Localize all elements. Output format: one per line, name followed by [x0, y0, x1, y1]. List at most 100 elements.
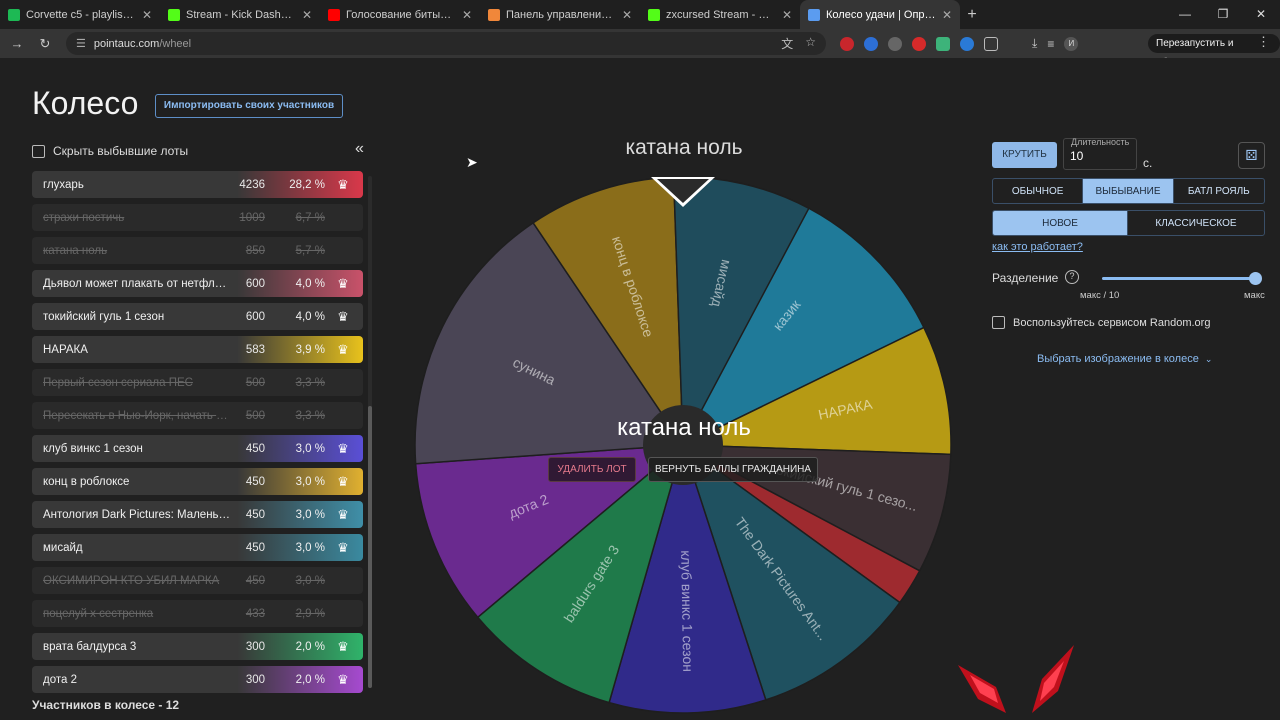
winner-title: катана ноль	[625, 136, 743, 159]
trophy-icon[interactable]: ♛	[337, 308, 349, 324]
trophy-icon[interactable]: ♛	[337, 440, 349, 456]
tab-option[interactable]: БАТЛ РОЯЛЬ	[1187, 185, 1250, 197]
translate-icon[interactable]: 文	[781, 37, 794, 51]
lot-name: токийский гуль 1 сезон	[43, 310, 165, 323]
lot-name: Пересекать в Нью-Йорк, начать биз...	[43, 409, 232, 422]
close-window-icon[interactable]: ✕	[1255, 7, 1267, 21]
profile-avatar[interactable]: И	[1064, 36, 1079, 51]
lot-row[interactable]: НАРАКА 583 3,9 % ♛	[32, 336, 363, 363]
lot-row[interactable]: врата балдурса 3 300 2,0 % ♛	[32, 633, 363, 660]
trophy-icon[interactable]: ♛	[337, 506, 349, 522]
lot-row[interactable]: дота 2 300 2,0 % ♛	[32, 666, 363, 693]
puzzle-extensions-icon[interactable]	[984, 36, 998, 51]
import-participants-button[interactable]: Импортировать своих участников	[155, 94, 343, 118]
collapse-icon[interactable]: «	[355, 140, 364, 157]
trophy-icon[interactable]: ♛	[337, 275, 349, 291]
hide-won-toggle[interactable]: Скрыть выбывшие лоты	[32, 144, 188, 158]
pick-image-dropdown[interactable]: Выбрать изображение в колесе ⌄	[1037, 353, 1212, 365]
dice-icon[interactable]: ⚄	[1238, 142, 1265, 169]
extension-icon[interactable]	[864, 36, 878, 51]
lot-row[interactable]: страхи постичь 1009 6,7 %	[32, 204, 363, 231]
extension-icon[interactable]	[960, 36, 974, 51]
lot-name: Первый сезон сериала ПЕС	[43, 376, 193, 389]
extension-icon[interactable]	[888, 36, 902, 51]
lot-name: дота 2	[43, 673, 77, 686]
site-info-icon[interactable]: ☰	[76, 38, 86, 50]
media-icon[interactable]: ≡	[1047, 36, 1055, 51]
split-slider-thumb[interactable]	[1249, 272, 1262, 285]
trophy-icon[interactable]: ♛	[337, 638, 349, 654]
return-points-button[interactable]: ВЕРНУТЬ БАЛЛЫ ГРАЖДАНИНА	[648, 457, 818, 482]
close-tab-icon[interactable]: ✕	[621, 7, 632, 22]
how-it-works-link[interactable]: как это работает?	[992, 241, 1083, 253]
lot-row[interactable]: Первый сезон сериала ПЕС 500 3,3 %	[32, 369, 363, 396]
close-tab-icon[interactable]: ✕	[141, 7, 152, 22]
lot-row[interactable]: токийский гуль 1 сезон 600 4,0 % ♛	[32, 303, 363, 330]
lot-row[interactable]: катана ноль 850 5,7 %	[32, 237, 363, 264]
wheel-slice-label: клуб винкс 1 сезон	[678, 550, 696, 672]
lot-row[interactable]: ОКСИМИРОН КТО УБИЛ МАРКА 450 3,0 %	[32, 567, 363, 594]
download-icon[interactable]: ⤓	[1032, 36, 1038, 50]
new-tab-icon[interactable]: +	[967, 5, 977, 23]
lot-amount: 583	[245, 343, 265, 356]
browser-tab[interactable]: Панель управления - Панель... ✕	[480, 0, 640, 29]
split-slider-track[interactable]	[1102, 277, 1256, 280]
pick-image-label: Выбрать изображение в колесе	[1037, 353, 1199, 365]
duration-input[interactable]	[1063, 138, 1137, 170]
lot-name: Дьявол может плакать от нетфликс	[43, 277, 232, 290]
checkbox-icon[interactable]	[992, 316, 1005, 329]
fortune-wheel[interactable]: Devil may cry от нетф...казикНАРАКАтокий…	[413, 175, 953, 715]
close-tab-icon[interactable]: ✕	[781, 7, 792, 22]
duration-value[interactable]: 10	[1070, 149, 1084, 163]
lot-percent: 3,3 %	[295, 409, 325, 422]
extension-icon[interactable]	[912, 36, 926, 51]
reload-icon[interactable]: ↻	[39, 35, 51, 51]
favicon-icon	[8, 8, 20, 21]
delete-lot-button[interactable]: УДАЛИТЬ ЛОТ	[548, 457, 636, 482]
lot-row[interactable]: поцелуй х сестренка 433 2,9 %	[32, 600, 363, 627]
tab-option[interactable]: ОБЫЧНОЕ	[993, 179, 1084, 203]
browser-tab[interactable]: Corvette c5 - playlist by Hungk... ✕	[0, 0, 160, 29]
trophy-icon[interactable]: ♛	[337, 671, 349, 687]
lot-row[interactable]: Пересекать в Нью-Йорк, начать биз... 500 3…	[32, 402, 363, 429]
bookmark-star-icon[interactable]: ☆	[805, 35, 816, 49]
spin-button[interactable]: КРУТИТЬ	[992, 142, 1057, 168]
tab-title: Панель управления - Панель...	[506, 8, 616, 21]
browser-tab[interactable]: Колесо удачи | Определите по... ✕	[800, 0, 960, 29]
forward-icon[interactable]: →	[10, 36, 24, 51]
lot-row[interactable]: Антология Dark Pictures: Маленька... 450 3…	[32, 501, 363, 528]
extension-icon[interactable]	[936, 36, 950, 51]
url-field[interactable]: ☰ pointauc.com/wheel 文 ☆	[66, 32, 826, 55]
trophy-icon[interactable]: ♛	[337, 473, 349, 489]
checkbox-icon[interactable]	[32, 144, 45, 158]
tab-option[interactable]: ВЫБЫВАНИЕ	[1083, 179, 1174, 203]
tab-option[interactable]: КЛАССИЧЕСКОЕ	[1155, 217, 1237, 229]
close-tab-icon[interactable]: ✕	[941, 7, 952, 22]
close-tab-icon[interactable]: ✕	[301, 7, 312, 22]
trophy-icon[interactable]: ♛	[337, 176, 349, 192]
lot-row[interactable]: конц в роблоксе 450 3,0 % ♛	[32, 468, 363, 495]
lot-row[interactable]: клуб винкс 1 сезон 450 3,0 % ♛	[32, 435, 363, 462]
help-icon[interactable]: ?	[1065, 270, 1079, 284]
minimize-icon[interactable]: —	[1179, 7, 1191, 21]
wheel-slice	[414, 221, 685, 465]
menu-icon[interactable]: ⋮	[1257, 34, 1270, 49]
browser-tab[interactable]: zxcursed Stream - Watch Live o... ✕	[640, 0, 800, 29]
scrollbar-thumb[interactable]	[368, 406, 372, 688]
adblock-extension-icon[interactable]	[840, 36, 854, 51]
restore-icon[interactable]: ❐	[1217, 7, 1229, 21]
trophy-icon[interactable]: ♛	[337, 539, 349, 555]
close-tab-icon[interactable]: ✕	[461, 7, 472, 22]
lot-row[interactable]: мисайд 450 3,0 % ♛	[32, 534, 363, 561]
random-org-toggle[interactable]: Воспользуйтесь сервисом Random.org	[992, 316, 1210, 329]
wheel-slice	[681, 443, 901, 701]
lot-row[interactable]: Дьявол может плакать от нетфликс 600 4,0 %…	[32, 270, 363, 297]
lot-percent: 2,9 %	[295, 607, 325, 620]
browser-tab[interactable]: Stream - Kick Dashboard ✕	[160, 0, 320, 29]
tab-option[interactable]: НОВОЕ	[993, 211, 1128, 235]
lot-row[interactable]: глухарь 4236 28,2 % ♛	[32, 171, 363, 198]
lot-percent: 3,0 %	[295, 508, 325, 521]
lot-name: страхи постичь	[43, 211, 125, 224]
browser-tab[interactable]: Голосование битый час - Y... ✕	[320, 0, 480, 29]
trophy-icon[interactable]: ♛	[337, 341, 349, 357]
